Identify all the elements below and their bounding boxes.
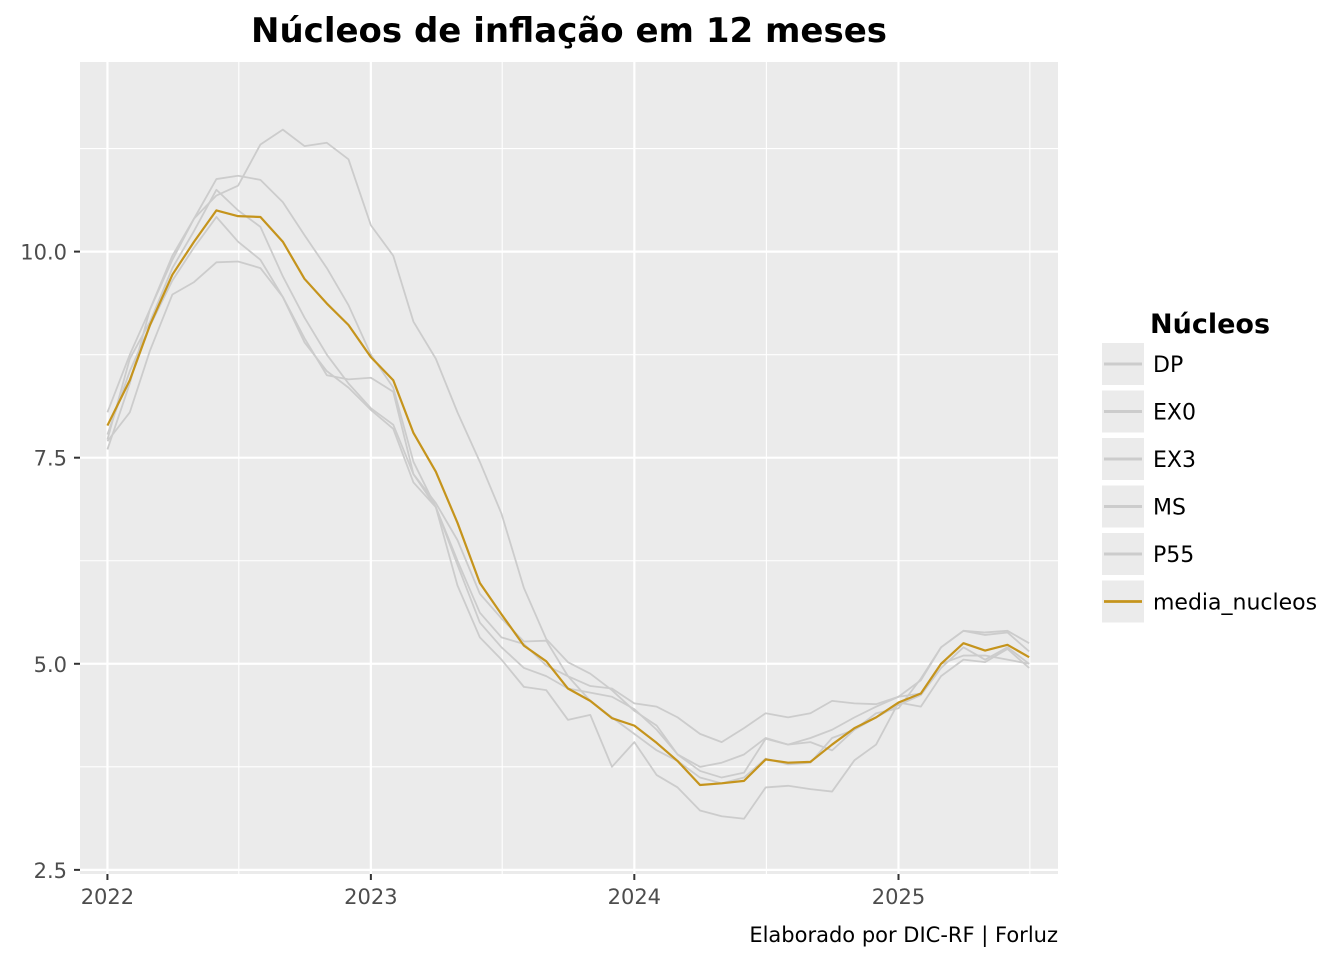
series-line-media-nucleos xyxy=(106,209,1030,787)
y-tick-label: 2.5 xyxy=(34,859,67,883)
grid-minor xyxy=(80,62,1058,874)
legend-label-dp: DP xyxy=(1153,353,1183,378)
legend-label-ms: MS xyxy=(1153,496,1186,521)
legend-label-ex0: EX0 xyxy=(1153,401,1196,426)
x-tick-label: 2024 xyxy=(608,885,661,909)
chart-caption: Elaborado por DIC-RF | Forluz xyxy=(749,923,1058,948)
y-tick-label: 10.0 xyxy=(20,241,67,265)
x-tick-label: 2022 xyxy=(81,885,134,909)
axis-ticks: 2022 2023 2024 2025 2.5 5.0 7.5 10.0 xyxy=(20,241,925,909)
x-tick-label: 2025 xyxy=(872,885,925,909)
series-layer xyxy=(106,128,1030,820)
legend-label-p55: P55 xyxy=(1153,543,1194,568)
chart-title: Núcleos de inflação em 12 meses xyxy=(251,11,887,51)
plot-panel xyxy=(80,62,1058,874)
legend-title: Núcleos xyxy=(1150,309,1270,340)
legend-label-media-nucleos: media_nucleos xyxy=(1153,591,1317,616)
grid-major xyxy=(80,62,1058,874)
y-tick-label: 5.0 xyxy=(34,653,67,677)
series-line-p55 xyxy=(106,216,1030,820)
y-tick-label: 7.5 xyxy=(34,447,67,471)
legend-label-ex3: EX3 xyxy=(1153,448,1196,473)
series-line-ms xyxy=(106,260,1030,743)
series-line-ex3 xyxy=(106,128,1030,779)
x-tick-label: 2023 xyxy=(344,885,397,909)
legend: Núcleos DP EX0 EX3 MS P55 media_nucleos xyxy=(1102,309,1317,623)
